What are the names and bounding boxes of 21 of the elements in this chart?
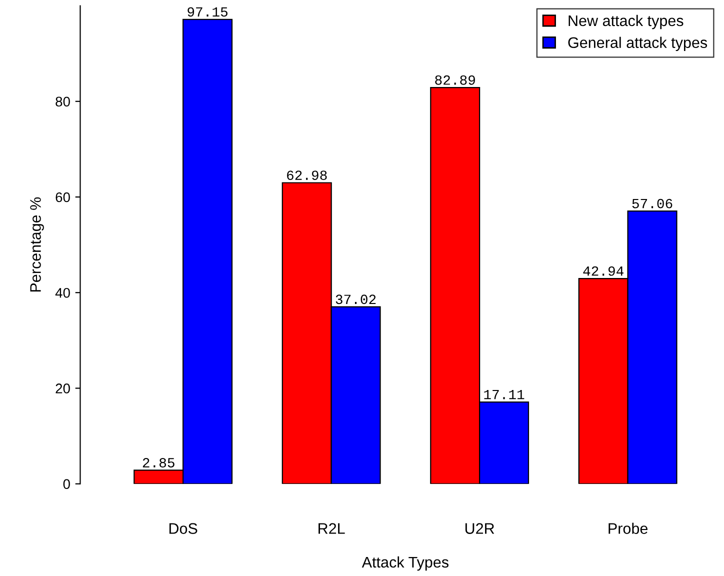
x-tick-label: Probe — [608, 522, 648, 534]
x-tick-label: R2L — [318, 523, 345, 534]
y-tick-label: 0 — [63, 479, 70, 490]
y-axis-title: Percentage % — [30, 197, 44, 292]
y-tick-label: 40 — [55, 288, 70, 298]
x-tick-label: DoS — [169, 523, 198, 534]
y-tick-label: 80 — [56, 96, 70, 107]
data-label: 37.02 — [336, 294, 376, 304]
data-label: 62.98 — [287, 170, 327, 180]
data-label: 82.89 — [435, 75, 475, 85]
data-label: 57.06 — [632, 198, 672, 208]
data-label: 17.11 — [484, 390, 524, 400]
data-label: 2.85 — [142, 458, 174, 468]
y-tick-label: 20 — [56, 384, 70, 394]
legend-label: General attack types — [568, 36, 708, 52]
data-label: 42.94 — [583, 266, 624, 276]
legend-label: New attack types — [568, 14, 684, 30]
x-tick-label: U2R — [465, 523, 494, 534]
x-axis-title: Attack Types — [362, 556, 448, 571]
y-tick-label: 60 — [56, 192, 70, 202]
data-label: 97.15 — [188, 7, 228, 17]
